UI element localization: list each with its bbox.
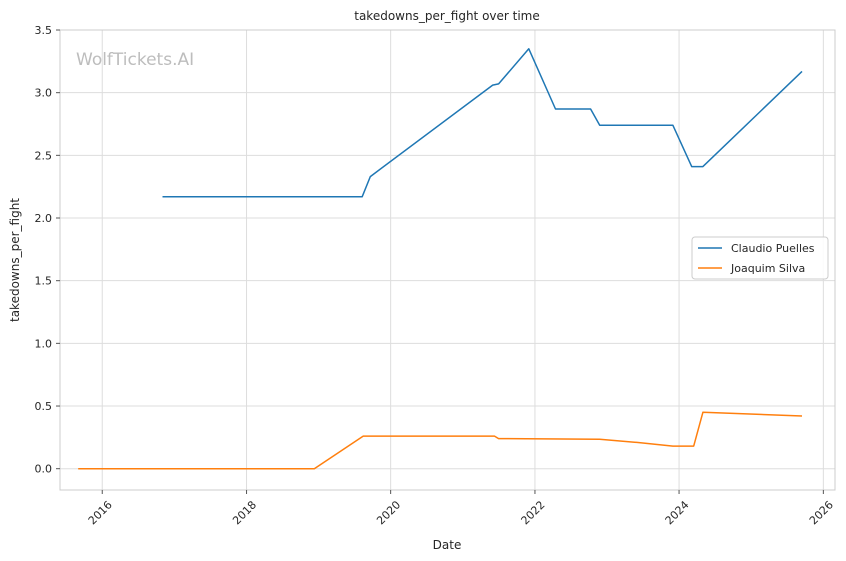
series-line-1 <box>78 411 803 470</box>
y-tick-label: 2.0 <box>35 212 53 225</box>
y-tick-label: 1.0 <box>35 337 53 350</box>
y-tick-label: 3.5 <box>35 24 53 37</box>
chart-title: takedowns_per_fight over time <box>354 9 540 23</box>
legend: Claudio Puelles Joaquim Silva <box>691 236 829 280</box>
y-tick-label: 2.5 <box>35 149 53 162</box>
watermark-text: WolfTickets.AI <box>76 50 194 70</box>
y-tick-label: 1.5 <box>35 275 53 288</box>
y-tick-label: 3.0 <box>35 87 53 100</box>
y-axis: 0.0 0.5 1.0 1.5 2.0 2.5 3.0 3.5 <box>35 24 60 476</box>
legend-label: Claudio Puelles <box>731 242 815 255</box>
y-tick-label: 0.0 <box>35 463 53 476</box>
series-line-0 <box>162 48 803 198</box>
x-axis-label: Date <box>433 538 462 552</box>
plot-frame <box>59 29 836 491</box>
series-layer <box>78 48 803 470</box>
legend-label: Joaquim Silva <box>730 262 805 275</box>
y-tick-label: 0.5 <box>35 400 53 413</box>
y-axis-label: takedowns_per_fight <box>8 198 22 322</box>
legend-box <box>691 236 829 280</box>
